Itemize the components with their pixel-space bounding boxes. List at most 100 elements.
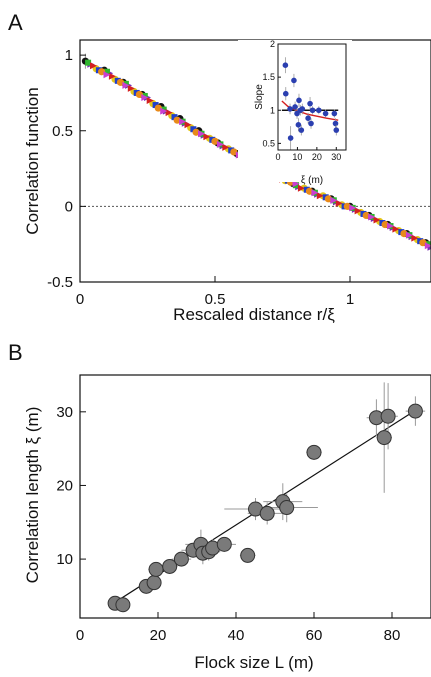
panel-b-x-tick-label: 80 [384, 627, 401, 644]
panel-b-y-tick-label: 30 [56, 404, 73, 421]
data-point [331, 110, 338, 117]
data-point [259, 505, 275, 521]
data-point [354, 207, 362, 215]
data-point [198, 130, 205, 138]
inset-x-tick-label: 30 [331, 152, 341, 162]
panel-b: B 0 20 40 60 80 10 20 30 Flock size L (m) Corre… [8, 340, 431, 672]
inset-y-tick-label: 1 [270, 105, 275, 115]
data-point [98, 68, 106, 76]
panel-b-x-tick-label: 40 [228, 627, 245, 644]
data-point [103, 71, 111, 79]
panel-b-x-tick-label: 0 [76, 627, 84, 644]
data-point [135, 90, 143, 99]
data-point [115, 597, 131, 613]
data-point [282, 62, 289, 68]
panel-a-x-tick-label: 0 [76, 291, 84, 308]
panel-b-ticks: 0 20 40 60 80 10 20 30 [56, 404, 400, 644]
data-point [282, 90, 289, 97]
panel-b-x-tick-label: 60 [306, 627, 323, 644]
data-point [295, 122, 302, 128]
data-point [332, 120, 339, 127]
inset-x-tick-label: 10 [292, 152, 302, 162]
data-point [116, 78, 125, 86]
panel-a-x-tick-label: 0.5 [205, 291, 226, 308]
panel-a-ticks: 0 0.5 1-0.500.51 [47, 47, 354, 308]
data-point [216, 140, 224, 148]
inset-x-tick-label: 0 [275, 152, 280, 162]
data-point [306, 444, 322, 460]
data-point [203, 133, 211, 141]
data-point [240, 547, 256, 563]
data-point [152, 102, 159, 109]
data-point [141, 93, 149, 101]
inset-x-tick-label: 20 [312, 152, 322, 162]
data-point [387, 222, 394, 230]
inset-y-label: Slope [254, 84, 265, 110]
data-point [222, 143, 230, 151]
data-point [362, 211, 370, 220]
data-point [322, 110, 329, 117]
data-point [349, 204, 357, 212]
inset-ticks: 0 10 20 30 0.5 1 1.5 2 [262, 39, 341, 162]
data-point [216, 536, 232, 552]
panel-a-x-label: Rescaled distance r/ξ [173, 305, 335, 324]
data-point [90, 62, 97, 70]
panel-a-y-label: Correlation function [23, 87, 42, 234]
inset-y-tick-label: 1.5 [262, 72, 275, 82]
data-point [298, 127, 305, 133]
panel-a-x-tick-label: 1 [346, 291, 354, 308]
data-point [230, 148, 238, 156]
data-point [165, 109, 173, 117]
data-point [299, 106, 306, 112]
panel-a: A 0 0.5 1-0.500.51 Rescaled distance r/ξ C… [8, 10, 431, 324]
inset-frame [277, 43, 347, 151]
data-point [297, 184, 305, 192]
data-point [411, 234, 419, 242]
data-point [127, 84, 135, 92]
data-point [154, 104, 162, 112]
data-point [330, 196, 338, 204]
data-point [108, 72, 116, 80]
data-point [179, 118, 187, 126]
data-point [173, 116, 181, 124]
panel-a-letter: A [8, 10, 23, 35]
data-point [368, 213, 376, 221]
panel-b-y-tick-label: 10 [56, 551, 73, 568]
data-point [279, 500, 295, 516]
data-point [419, 239, 427, 247]
data-point [211, 137, 219, 145]
data-point [308, 120, 314, 127]
panel-b-y-label: Correlation length ξ (m) [23, 407, 42, 584]
data-point [373, 216, 381, 224]
inset-x-label: ξ (m) [301, 175, 323, 186]
inset-data [281, 57, 340, 150]
data-point [307, 100, 313, 107]
panel-b-x-label: Flock size L (m) [194, 653, 313, 672]
data-point [333, 127, 340, 133]
data-point [324, 195, 332, 203]
panel-b-y-tick-label: 20 [56, 477, 73, 494]
data-point [305, 115, 311, 121]
data-point [296, 97, 302, 104]
panel-a-y-tick-label: 0 [65, 198, 73, 215]
data-point [171, 114, 178, 121]
data-point [148, 561, 164, 577]
data-point [146, 97, 154, 104]
data-point [424, 242, 431, 250]
data-point [122, 81, 130, 89]
panel-a-inset: 0 10 20 30 0.5 1 1.5 2 ξ (m) Slope [238, 39, 352, 186]
data-point [376, 430, 392, 446]
data-point [381, 220, 389, 229]
panel-b-x-tick-label: 20 [150, 627, 167, 644]
data-point [292, 104, 298, 110]
data-point [405, 231, 413, 239]
panel-b-data [107, 382, 426, 613]
data-point [287, 135, 294, 141]
inset-y-tick-label: 2 [270, 39, 275, 49]
fit-line [281, 100, 339, 121]
data-point [192, 128, 200, 136]
data-point [316, 107, 322, 114]
inset-y-tick-label: 0.5 [262, 138, 275, 148]
data-point [184, 121, 192, 129]
panel-a-y-tick-label: 1 [65, 47, 73, 64]
